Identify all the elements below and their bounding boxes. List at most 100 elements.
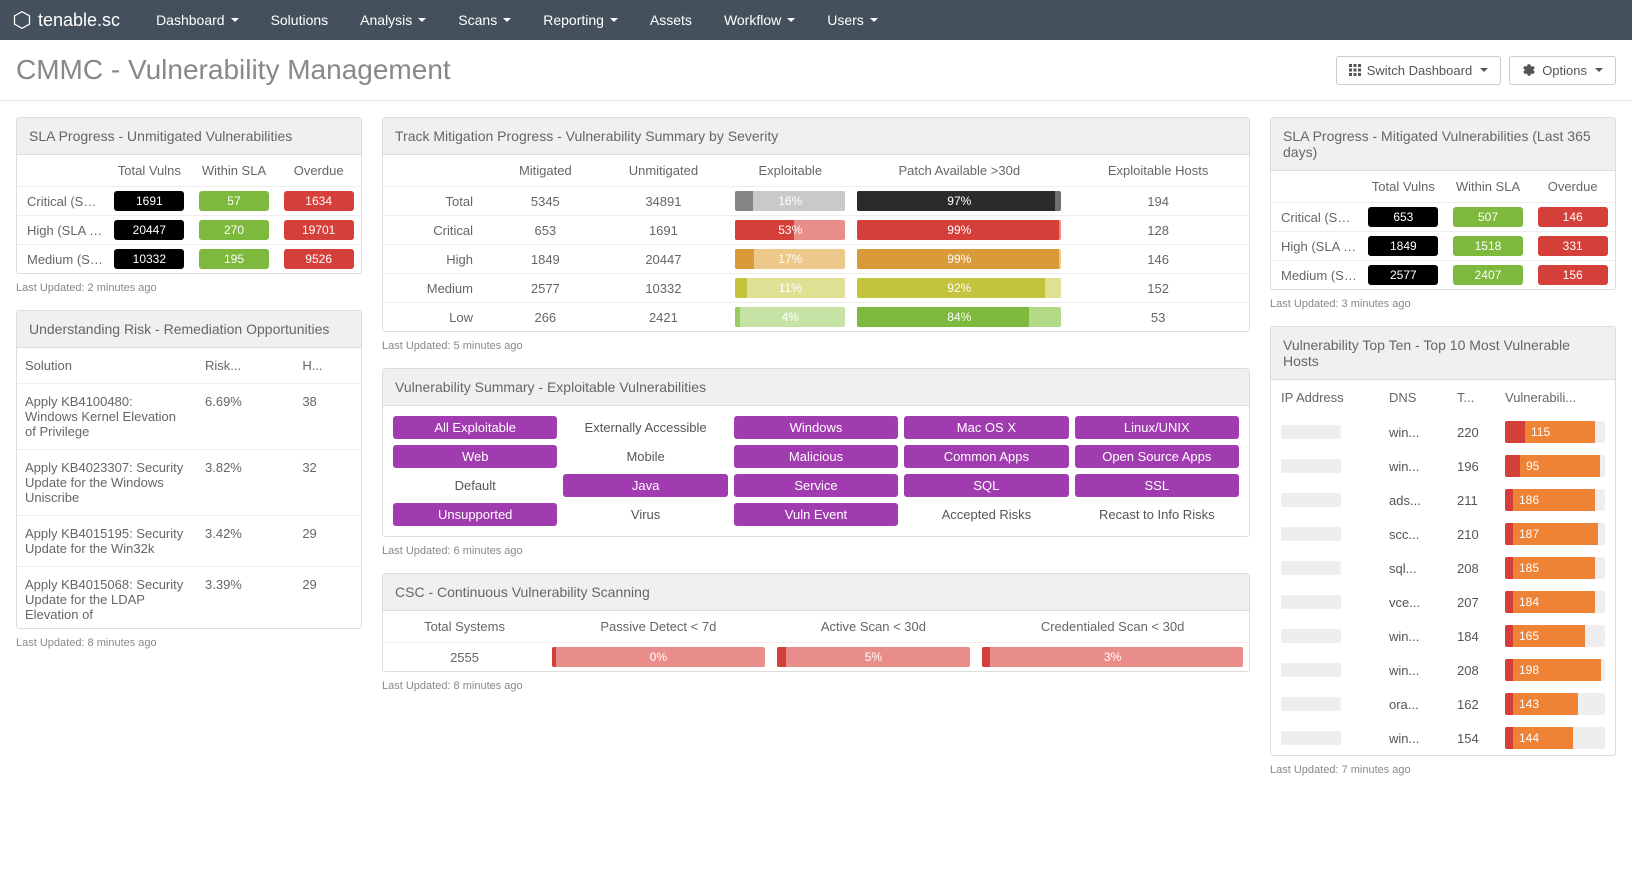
sla-unmitigated-table: Total VulnsWithin SLAOverdue Critical (S… [17, 155, 361, 273]
table-row[interactable]: Apply KB4015195: Security Update for the… [17, 516, 361, 567]
filter-tag[interactable]: Linux/UNIX [1075, 416, 1239, 439]
exploitable-bar: 16% [735, 191, 845, 211]
exploitable-panel: Vulnerability Summary - Exploitable Vuln… [382, 368, 1250, 537]
table-row[interactable]: Critical (SLA ...1691571634 [17, 187, 361, 216]
nav-item-analysis[interactable]: Analysis [348, 4, 438, 36]
host-row[interactable]: win...220115 [1271, 415, 1615, 449]
row-label: Medium (SLA... [1271, 261, 1361, 290]
dns-value: win... [1389, 663, 1449, 678]
sla-unmitigated-wrapper: SLA Progress - Unmitigated Vulnerabiliti… [16, 117, 362, 294]
filter-tag[interactable]: Open Source Apps [1075, 445, 1239, 468]
last-updated: Last Updated: 7 minutes ago [1270, 756, 1616, 776]
table-row[interactable]: High18492044717%99%146 [383, 245, 1249, 274]
caret-icon [610, 18, 618, 22]
page-header: CMMC - Vulnerability Management Switch D… [0, 40, 1632, 101]
table-row[interactable]: Medium25771033211%92%152 [383, 274, 1249, 303]
table-row[interactable]: Medium (SLA...25772407156 [1271, 261, 1615, 290]
filter-tag[interactable]: All Exploitable [393, 416, 557, 439]
table-row[interactable]: Apply KB4015068: Security Update for the… [17, 567, 361, 629]
vuln-bar: 184 [1505, 591, 1605, 613]
dns-value: sql... [1389, 561, 1449, 576]
table-row[interactable]: Apply KB4100480: Windows Kernel Elevatio… [17, 384, 361, 450]
cell-value: Total [383, 187, 493, 216]
gear-icon [1522, 63, 1536, 77]
vuln-bar: 165 [1505, 625, 1605, 647]
table-row[interactable]: Low26624214%84%53 [383, 303, 1249, 332]
filter-tag[interactable]: Mobile [563, 445, 727, 468]
nav-item-assets[interactable]: Assets [638, 4, 704, 36]
pill-value: 1634 [284, 191, 354, 211]
filter-tag[interactable]: Recast to Info Risks [1075, 503, 1239, 526]
cell-value: Low [383, 303, 493, 332]
filter-tag[interactable]: Unsupported [393, 503, 557, 526]
filter-tag[interactable]: Web [393, 445, 557, 468]
pill-value: 20447 [114, 220, 184, 240]
host-row[interactable]: sql...208185 [1271, 551, 1615, 585]
host-row[interactable]: scc...210187 [1271, 517, 1615, 551]
host-row[interactable]: win... 184 165 [1271, 619, 1615, 653]
nav-item-solutions[interactable]: Solutions [259, 4, 341, 36]
cell-value: 266 [493, 303, 598, 332]
nav-item-workflow[interactable]: Workflow [712, 4, 807, 36]
host-row[interactable]: ora...162143 [1271, 687, 1615, 721]
column-header: Overdue [276, 155, 361, 187]
host-row[interactable]: vce...207184 [1271, 585, 1615, 619]
panel-title: Track Mitigation Progress - Vulnerabilit… [383, 118, 1249, 155]
total-value: 162 [1457, 697, 1497, 712]
logo[interactable]: tenable.sc [12, 10, 120, 31]
cell-value: 20447 [598, 245, 730, 274]
navbar: tenable.sc DashboardSolutionsAnalysisSca… [0, 0, 1632, 40]
filter-tag[interactable]: Java [563, 474, 727, 497]
column-header: Unmitigated [598, 155, 730, 187]
pill-value: 1849 [1368, 236, 1438, 256]
filter-tag[interactable]: Default [393, 474, 557, 497]
table-row[interactable]: Apply KB4023307: Security Update for the… [17, 450, 361, 516]
sla-unmitigated-panel: SLA Progress - Unmitigated Vulnerabiliti… [16, 117, 362, 274]
options-button[interactable]: Options [1509, 56, 1616, 85]
ip-placeholder [1281, 425, 1341, 439]
caret-icon [870, 18, 878, 22]
table-row[interactable]: High (SLA 60...2044727019701 [17, 216, 361, 245]
host-row[interactable]: win...208198 [1271, 653, 1615, 687]
ip-placeholder [1281, 527, 1341, 541]
total-value: 184 [1457, 629, 1497, 644]
host-row[interactable]: ads...211186 [1271, 483, 1615, 517]
host-row[interactable]: win...154144 [1271, 721, 1615, 755]
nav-item-users[interactable]: Users [815, 4, 890, 36]
pill-value: 9526 [284, 249, 354, 269]
filter-tag[interactable]: Windows [734, 416, 898, 439]
col-ip: IP Address [1281, 390, 1381, 405]
filter-tag[interactable]: Accepted Risks [904, 503, 1068, 526]
nav-item-scans[interactable]: Scans [446, 4, 523, 36]
topten-panel: Vulnerability Top Ten - Top 10 Most Vuln… [1270, 326, 1616, 756]
filter-tag[interactable]: Malicious [734, 445, 898, 468]
cell-value: 2577 [493, 274, 598, 303]
filter-tag[interactable]: Mac OS X [904, 416, 1068, 439]
switch-dashboard-button[interactable]: Switch Dashboard [1336, 56, 1502, 85]
host-row[interactable]: win...19695 [1271, 449, 1615, 483]
dns-value: win... [1389, 629, 1449, 644]
risk-value: 3.42% [197, 516, 294, 567]
table-row[interactable]: Critical653169153%99%128 [383, 216, 1249, 245]
filter-tag[interactable]: SSL [1075, 474, 1239, 497]
table-row[interactable]: Medium (SLA...103321959526 [17, 245, 361, 274]
total-value: 208 [1457, 663, 1497, 678]
filter-tag[interactable]: Externally Accessible [563, 416, 727, 439]
filter-tag[interactable]: SQL [904, 474, 1068, 497]
last-updated: Last Updated: 3 minutes ago [1270, 290, 1616, 310]
filter-tag[interactable]: Common Apps [904, 445, 1068, 468]
topten-header-row: IP Address DNS T... Vulnerabili... [1271, 380, 1615, 415]
filter-tag[interactable]: Service [734, 474, 898, 497]
nav-item-dashboard[interactable]: Dashboard [144, 4, 251, 36]
risk-value: 3.82% [197, 450, 294, 516]
table-row[interactable]: High (SLA 60...18491518331 [1271, 232, 1615, 261]
column-header: Within SLA [192, 155, 277, 187]
table-row[interactable]: Critical (SLA ...653507146 [1271, 203, 1615, 232]
nav-item-reporting[interactable]: Reporting [531, 4, 630, 36]
table-row[interactable]: Total53453489116%97%194 [383, 187, 1249, 216]
column-header [383, 155, 493, 187]
filter-tag[interactable]: Virus [563, 503, 727, 526]
cell-value: 1691 [598, 216, 730, 245]
column-header: Credentialed Scan < 30d [976, 611, 1249, 643]
filter-tag[interactable]: Vuln Event [734, 503, 898, 526]
